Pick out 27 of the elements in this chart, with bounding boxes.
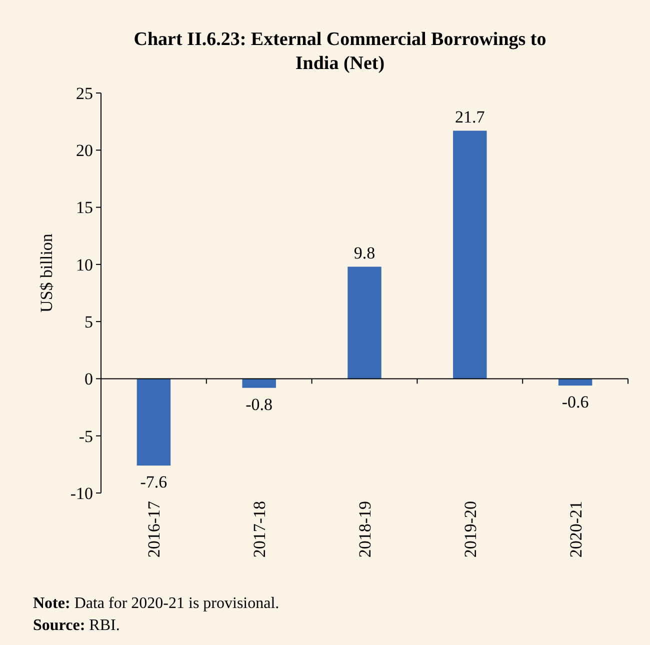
y-tick-label: 25 — [76, 84, 93, 103]
x-tick-label: 2016-17 — [144, 500, 164, 558]
bar — [242, 378, 276, 388]
y-tick-label: 15 — [76, 198, 93, 218]
x-tick-label: 2018-19 — [356, 501, 374, 558]
data-label: 9.8 — [354, 244, 376, 263]
y-axis-title: US$ billion — [37, 233, 56, 312]
bar — [348, 266, 382, 379]
bar — [558, 378, 592, 386]
data-label: -7.6 — [140, 472, 168, 492]
y-tick-label: 10 — [76, 255, 93, 274]
y-tick-label: 5 — [84, 312, 93, 332]
chart-title: Chart II.6.23: External Commercial Borrowings to India (Net) — [134, 29, 546, 74]
bar — [453, 130, 487, 379]
text: Note: Data for 2020-21 is provisional. — [33, 595, 280, 612]
x-tick-label: 2019-20 — [460, 501, 480, 558]
data-label: -0.6 — [562, 392, 589, 412]
y-tick-label: 0 — [84, 370, 93, 389]
x-tick-label: 2017-18 — [250, 501, 270, 558]
y-tick-label: -10 — [70, 484, 93, 503]
data-label: 21.7 — [455, 108, 486, 127]
bar — [136, 378, 171, 466]
source-note: Source: RBI. — [33, 617, 120, 634]
y-tick-label: 20 — [76, 141, 93, 160]
data-label: -0.8 — [246, 394, 273, 414]
y-tick-label: -5 — [78, 426, 93, 446]
x-tick-label: 2020-21 — [566, 501, 586, 558]
